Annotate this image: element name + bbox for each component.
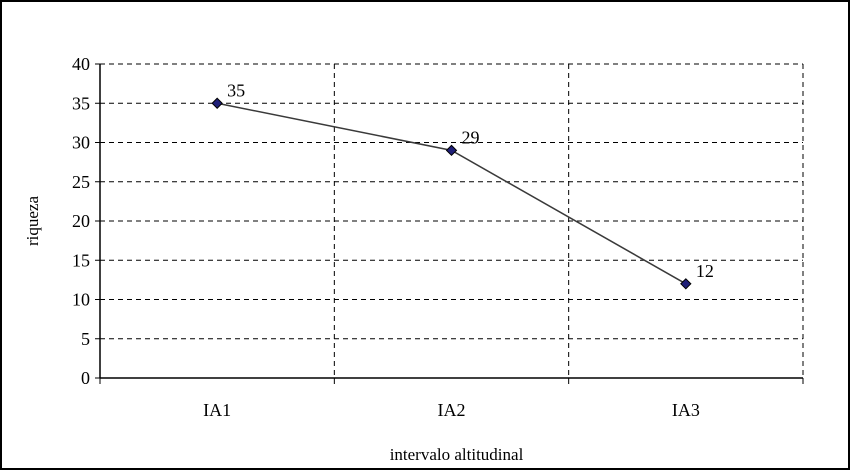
data-label: 35 (227, 80, 245, 100)
series (211, 97, 692, 290)
labels: 0 5 10 15 20 25 30 35 40 IA1 IA2 IA3 35 29 12 (72, 54, 804, 420)
y-tick-label: 40 (72, 54, 90, 74)
y-axis-title: riqueza (23, 196, 42, 246)
x-tick-label: IA2 (438, 400, 466, 420)
y-tick-label: 15 (72, 250, 90, 270)
data-point (445, 144, 458, 157)
y-tick-label: 10 (72, 290, 90, 310)
x-tick-label: IA3 (672, 400, 700, 420)
gridlines (100, 63, 804, 378)
x-axis-title: intervalo altitudinal (390, 445, 524, 464)
x-tick-label: IA1 (203, 400, 231, 420)
y-tick-label: 20 (72, 211, 90, 231)
y-tick-label: 0 (81, 368, 90, 388)
series-line (217, 102, 687, 285)
data-label: 29 (462, 127, 480, 147)
data-point (211, 97, 223, 109)
y-tick-label: 30 (72, 133, 90, 153)
data-point (680, 278, 692, 290)
data-label: 12 (696, 261, 714, 281)
y-tick-label: 25 (72, 172, 90, 192)
y-tick-label: 35 (72, 93, 90, 113)
y-tick-label: 5 (81, 329, 90, 349)
